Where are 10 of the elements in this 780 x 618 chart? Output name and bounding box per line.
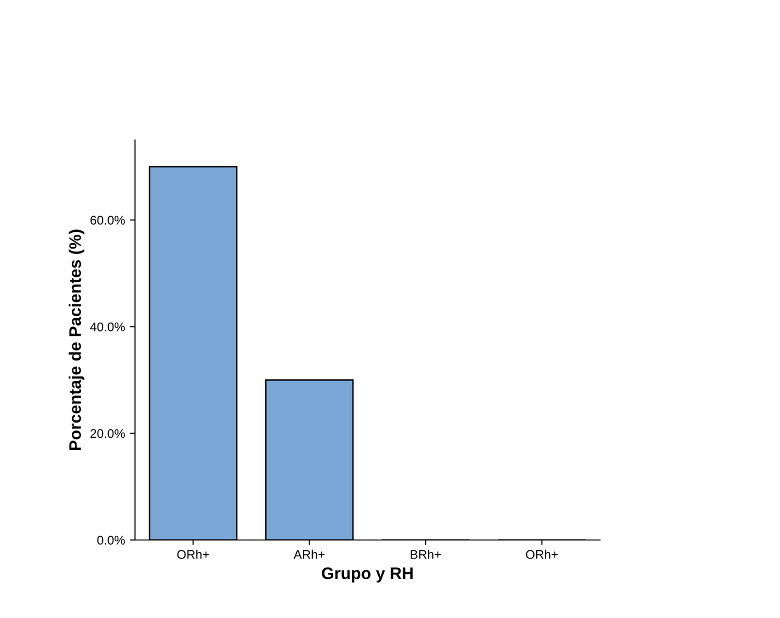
y-tick-label: 0.0% [97,536,125,545]
x-tick-label: ARh+ [294,550,325,559]
y-tick-label: 60.0% [90,216,125,225]
y-tick-label: 40.0% [90,322,125,332]
y-axis-title: Porcentaje de Pacientes (%) [68,230,84,450]
x-tick-label: ORh+ [177,550,210,559]
y-tick-label: 20.0% [90,429,125,438]
x-tick-label: ORh+ [526,550,558,559]
x-tick-label: BRh+ [410,550,441,559]
x-axis-title: Grupo y RH [322,567,413,582]
